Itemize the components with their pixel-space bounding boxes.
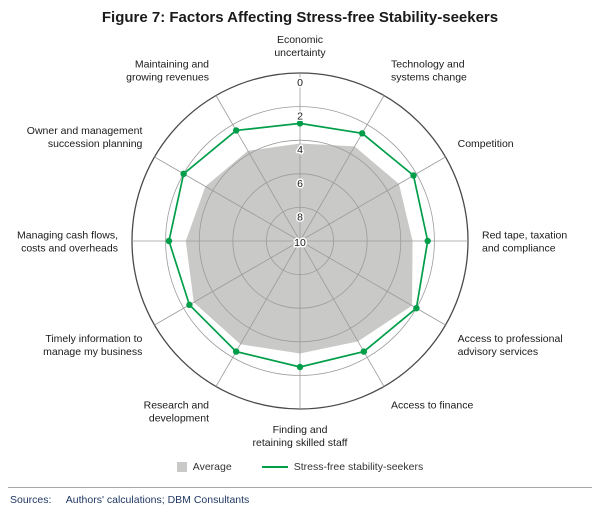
legend-series-label: Stress-free stability-seekers xyxy=(293,461,424,473)
chart-legend: Average Stress-free stability-seekers xyxy=(0,457,600,477)
legend-item-series: Stress-free stability-seekers xyxy=(261,461,424,473)
series-point xyxy=(358,130,366,137)
series-point xyxy=(180,170,187,177)
sources-label: Sources: xyxy=(10,494,52,506)
axis-label: Maintaining and growing revenues xyxy=(126,58,209,83)
axis-label: Red tape, taxation and compliance xyxy=(482,230,567,255)
radar-chart: 0 2 4 6 8 10 Economic uncertainty Technology and… xyxy=(17,34,567,449)
series-point xyxy=(424,237,431,245)
axis-label: Technology and systems change xyxy=(391,58,467,83)
series-point xyxy=(232,127,240,134)
axis-label: Managing cash flows, costs and overheads xyxy=(17,230,118,255)
radial-tick-label: 2 xyxy=(297,111,303,123)
series-point xyxy=(232,348,240,355)
axis-label: Research and development xyxy=(144,400,210,425)
series-point xyxy=(360,348,368,355)
series-point xyxy=(186,301,193,309)
average-swatch-icon xyxy=(176,462,187,472)
axis-label: Access to finance xyxy=(391,400,473,412)
radial-tick-label: 4 xyxy=(297,144,303,156)
sources-text: Authors' calculations; DBM Consultants xyxy=(65,494,250,506)
series-point xyxy=(410,172,417,179)
legend-item-average: Average xyxy=(176,461,232,473)
radial-tick-label: 8 xyxy=(297,211,303,223)
radial-tick-label: 10 xyxy=(294,237,306,249)
series-line-icon xyxy=(261,466,288,468)
series-point xyxy=(296,120,304,127)
series-point xyxy=(413,305,420,312)
axis-label: Access to professional advisory services xyxy=(458,333,563,358)
series-point xyxy=(165,237,173,245)
axis-label: Finding and retaining skilled staff xyxy=(253,424,348,449)
figure-title: Figure 7: Factors Affecting Stress-free … xyxy=(101,9,499,26)
axis-label: Economic uncertainty xyxy=(274,34,326,59)
radial-tick-label: 6 xyxy=(297,178,303,190)
axis-label: Competition xyxy=(458,138,514,150)
legend-average-label: Average xyxy=(192,461,232,473)
sources-note: Sources: Authors' calculations; DBM Cons… xyxy=(8,487,592,506)
series-point xyxy=(296,363,304,371)
axis-label: Timely information to manage my business xyxy=(43,333,142,358)
axis-label: Owner and management succession planning xyxy=(27,125,143,150)
radial-tick-label: 0 xyxy=(297,77,303,89)
average-area xyxy=(185,143,413,354)
